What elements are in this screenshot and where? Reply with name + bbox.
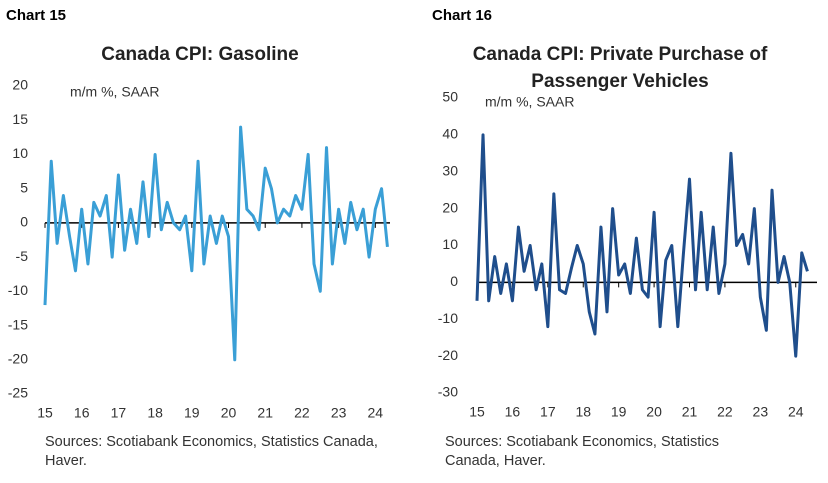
x-tick-label: 19 (611, 404, 627, 420)
x-tick-label: 15 (469, 404, 485, 420)
y-tick-label: 0 (20, 214, 28, 230)
x-tick-label: 22 (717, 404, 733, 420)
y-tick-label: 20 (442, 199, 458, 215)
x-tick-label: 16 (74, 405, 90, 421)
x-tick-label: 20 (221, 405, 237, 421)
x-tick-label: 16 (505, 404, 521, 420)
x-tick-label: 24 (788, 404, 804, 420)
y-tick-label: -10 (438, 310, 458, 326)
y-tick-label: 0 (450, 273, 458, 289)
x-tick-label: 24 (368, 405, 384, 421)
x-tick-label: 23 (753, 404, 769, 420)
x-tick-label: 18 (147, 405, 163, 421)
y-tick-label: 10 (442, 236, 458, 252)
chart-label: Chart 15 (6, 7, 67, 24)
x-tick-label: 18 (575, 404, 591, 420)
chart-title: Canada CPI: Private Purchase of Passenge… (472, 44, 768, 92)
x-tick-label: 20 (646, 404, 662, 420)
x-tick-label: 15 (37, 405, 53, 421)
y-tick-label: -20 (8, 350, 28, 366)
unit-annotation: m/m %, SAAR (70, 84, 159, 100)
chart-title: Canada CPI: Gasoline (101, 44, 299, 65)
source-note: Sources: Scotiabank Economics, Statistic… (45, 434, 378, 469)
y-tick-label: -30 (438, 384, 458, 400)
chart-label: Chart 16 (432, 7, 493, 24)
y-tick-label: 30 (442, 162, 458, 178)
x-tick-label: 22 (294, 405, 310, 421)
source-note: Sources: Scotiabank Economics, Statistic… (445, 434, 720, 469)
y-tick-label: 20 (12, 77, 28, 93)
data-line (43, 125, 389, 362)
y-tick-label: -5 (16, 248, 29, 264)
x-tick-label: 17 (540, 404, 556, 420)
y-tick-label: 50 (442, 89, 458, 105)
y-tick-label: -10 (8, 282, 28, 298)
y-tick-label: -20 (438, 347, 458, 363)
x-tick-label: 21 (682, 404, 698, 420)
x-tick-label: 23 (331, 405, 347, 421)
x-tick-label: 21 (257, 405, 273, 421)
x-tick-label: 17 (111, 405, 127, 421)
unit-annotation: m/m %, SAAR (485, 94, 574, 110)
y-tick-label: -25 (8, 385, 28, 401)
y-tick-label: 10 (12, 145, 28, 161)
y-tick-label: 40 (442, 126, 458, 142)
x-tick-label: 19 (184, 405, 200, 421)
y-tick-label: 5 (20, 179, 28, 195)
y-tick-label: 15 (12, 111, 28, 127)
y-tick-label: -15 (8, 316, 28, 332)
data-line (475, 133, 809, 358)
